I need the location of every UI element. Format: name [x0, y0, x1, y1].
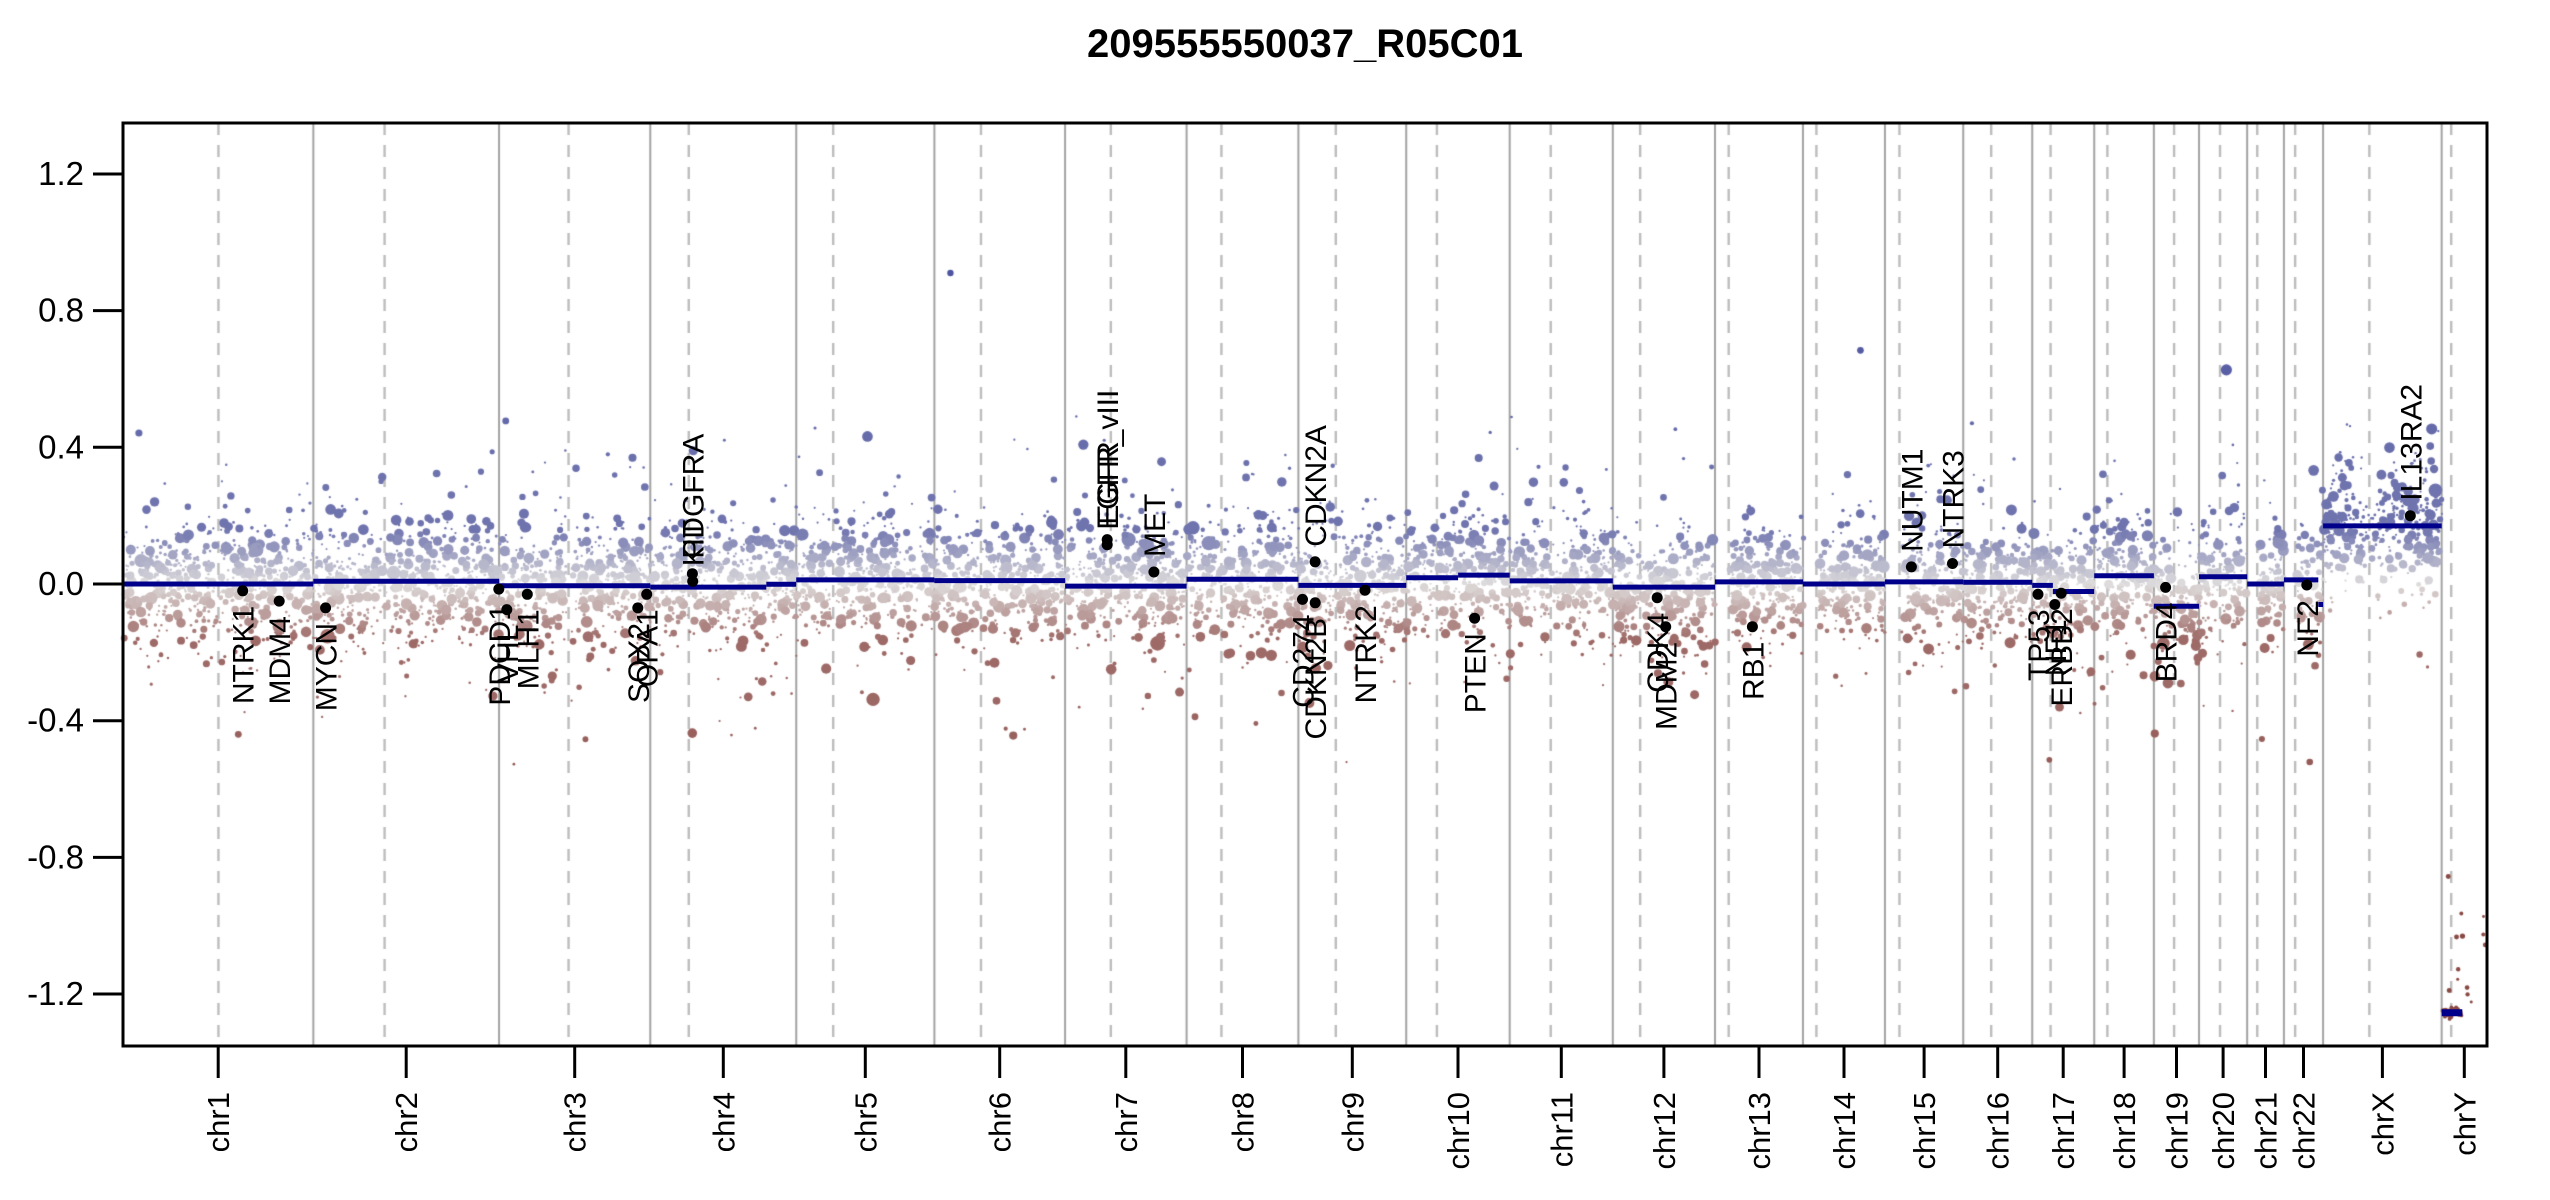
- x-tick-label-chr12: chr12: [1647, 1092, 1682, 1170]
- gene-dot-EGFR_vIII: [1101, 539, 1113, 551]
- gene-dot-MET: [1148, 566, 1160, 578]
- gene-dot-NUTM1: [1905, 561, 1917, 573]
- y-tick-label: -0.8: [27, 838, 84, 875]
- gene-label-NF1: NF1: [2040, 620, 2073, 677]
- x-tick-label-chr16: chr16: [1981, 1092, 2016, 1170]
- gene-dot-CD274: [1297, 593, 1308, 605]
- gene-dot-SOX2: [632, 602, 644, 614]
- gene-label-MDM2: MDM2: [1651, 642, 1684, 730]
- gene-dot-MYCN: [320, 602, 332, 614]
- y-tick-label: -0.4: [27, 702, 84, 739]
- gene-label-ERBB2: ERBB2: [2046, 608, 2079, 706]
- gene-label-OPA1: OPA1: [632, 609, 665, 687]
- gene-dot-TP53: [2032, 588, 2044, 600]
- y-tick-label: 0.0: [38, 565, 84, 602]
- gene-dot-ERBB2: [2055, 587, 2067, 599]
- x-tick-label-chr13: chr13: [1742, 1092, 1777, 1170]
- x-tick-label-chr10: chr10: [1441, 1092, 1476, 1170]
- gene-label-NTRK3: NTRK3: [1938, 450, 1971, 548]
- x-tick-label-chr5: chr5: [848, 1092, 883, 1152]
- gene-label-NTRK2: NTRK2: [1350, 605, 1383, 703]
- gene-dot-NTRK3: [1947, 558, 1958, 569]
- gene-dot-CDK4: [1651, 592, 1663, 604]
- x-tick-label-chr3: chr3: [558, 1092, 593, 1152]
- gene-label-MYCN: MYCN: [311, 623, 344, 711]
- gene-dot-OPA1: [641, 588, 653, 600]
- x-tick-label-chr20: chr20: [2206, 1092, 2241, 1170]
- y-tick-label: -1.2: [27, 975, 84, 1012]
- x-tick-label-chrX: chrX: [2365, 1092, 2400, 1156]
- gene-label-BRD4: BRD4: [2151, 602, 2184, 682]
- gene-label-KIT: KIT: [678, 520, 711, 567]
- gene-dot-NF1: [2049, 599, 2061, 610]
- x-tick-label-chr1: chr1: [201, 1092, 236, 1152]
- x-tick-label-chr15: chr15: [1907, 1092, 1942, 1170]
- gene-label-SOX2: SOX2: [623, 623, 656, 703]
- gene-dot-BRD4: [2160, 581, 2172, 593]
- gene-label-VHL: VHL: [492, 625, 525, 683]
- gene-label-TP53: TP53: [2023, 609, 2056, 681]
- x-tick-label-chr9: chr9: [1335, 1092, 1370, 1152]
- x-tick-label-chr8: chr8: [1226, 1092, 1261, 1152]
- x-tick-label-chr17: chr17: [2046, 1092, 2081, 1170]
- gene-label-EGFR_vIII: EGFR_vIII: [1092, 390, 1125, 530]
- gene-dot-NTRK2: [1359, 584, 1371, 596]
- x-tick-label-chrY: chrY: [2447, 1092, 2482, 1156]
- gene-dot-IL13RA2: [2404, 510, 2416, 522]
- x-tick-label-chr11: chr11: [1544, 1092, 1579, 1167]
- gene-label-MLH1: MLH1: [512, 609, 545, 689]
- x-tick-label-chr2: chr2: [389, 1092, 424, 1152]
- x-axis: chr1 chr2 chr3 chr4 chr5 chr6 chr7 chr8 chr9 chr1…: [201, 1046, 2482, 1170]
- y-tick-label: 0.4: [38, 428, 84, 465]
- x-tick-label-chr18: chr18: [2107, 1092, 2142, 1170]
- gene-label-MET: MET: [1139, 494, 1172, 557]
- y-axis: 1.2 0.8 0.4 0.0 -0.4 -0.8 -1.2: [27, 155, 123, 1012]
- gene-dot-MLH1: [521, 588, 533, 600]
- y-tick-label: 0.8: [38, 292, 84, 329]
- gene-dot-RB1: [1746, 621, 1758, 633]
- gene-label-CDKN2A: CDKN2A: [1300, 425, 1333, 547]
- x-tick-label-chr7: chr7: [1109, 1092, 1144, 1152]
- gene-label-PDCD1: PDCD1: [484, 604, 517, 706]
- x-tick-label-chr19: chr19: [2160, 1092, 2195, 1170]
- x-tick-label-chr22: chr22: [2287, 1092, 2322, 1170]
- chart-title: 209555550037_R05C01: [1087, 22, 1523, 66]
- gene-dot-VHL: [501, 604, 513, 616]
- x-tick-label-chr6: chr6: [983, 1092, 1018, 1152]
- gene-label-IL13RA2: IL13RA2: [2395, 384, 2428, 501]
- segment-lines: [123, 523, 2463, 1017]
- gene-label-NUTM1: NUTM1: [1896, 449, 1929, 552]
- gene-dot-NF2: [2301, 579, 2313, 591]
- gene-dot-NTRK1: [237, 585, 249, 597]
- y-tick-label: 1.2: [38, 155, 84, 192]
- gene-dot-MDM2: [1660, 621, 1672, 633]
- gene-dot-KIT: [687, 575, 699, 587]
- gene-label-MDM4: MDM4: [264, 616, 297, 704]
- x-tick-label-chr4: chr4: [706, 1092, 741, 1152]
- plot-border: [121, 121, 2489, 1048]
- gene-label-CD274: CD274: [1288, 614, 1321, 707]
- gene-dot-PDCD1: [493, 583, 505, 595]
- x-tick-label-chr21: chr21: [2249, 1092, 2284, 1170]
- x-tick-label-chr14: chr14: [1827, 1092, 1862, 1170]
- gene-dot-PTEN: [1469, 612, 1481, 624]
- gene-label-NF2: NF2: [2292, 600, 2325, 657]
- gene-dot-CDKN2A: [1309, 556, 1321, 568]
- gene-label-RB1: RB1: [1737, 642, 1770, 700]
- gene-dot-CDKN2B: [1309, 597, 1321, 609]
- gene-label-EGFR: EGFR: [1092, 441, 1125, 524]
- gene-label-PTEN: PTEN: [1460, 633, 1493, 713]
- gene-label-CDKN2B: CDKN2B: [1300, 618, 1333, 740]
- gene-dot-MDM4: [273, 595, 285, 607]
- gene-label-NTRK1: NTRK1: [228, 606, 261, 704]
- gene-label-PDGFRA: PDGFRA: [677, 434, 710, 559]
